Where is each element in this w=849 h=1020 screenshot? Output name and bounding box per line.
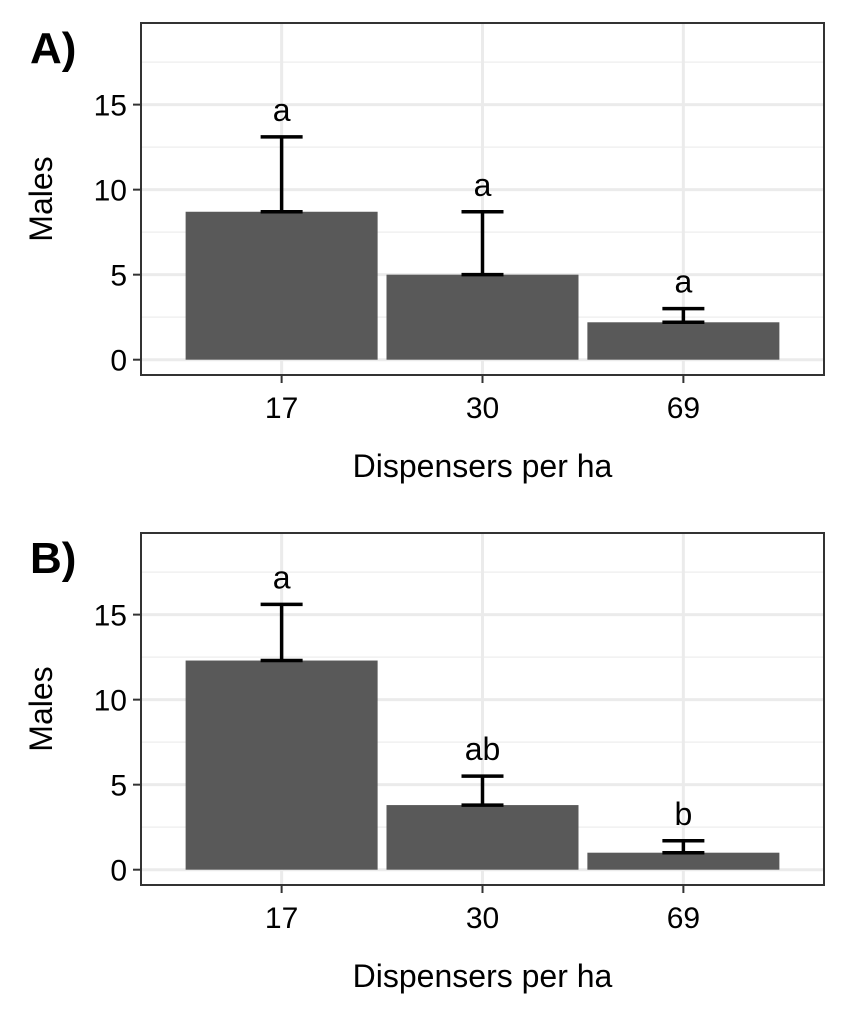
x-tick-label: 17: [265, 902, 298, 935]
bar: [386, 274, 579, 360]
x-tick-label: 69: [667, 902, 700, 935]
bar: [185, 660, 378, 870]
y-tick-label: 15: [94, 600, 127, 633]
significance-letter: b: [674, 796, 692, 832]
error-bar: [461, 774, 504, 807]
y-tick-label: 10: [94, 175, 127, 208]
significance-letter: a: [674, 264, 692, 300]
x-axis-title: Dispensers per ha: [353, 448, 613, 484]
panel-b: a ab b 0 5 10 15 17 30 69 Dispensers per ha Males B): [23, 532, 825, 994]
y-axis-title: Males: [23, 666, 59, 751]
y-tick-label: 15: [94, 90, 127, 123]
y-tick-label: 5: [110, 260, 127, 293]
x-tick-label: 17: [265, 392, 298, 425]
x-tick-label: 69: [667, 392, 700, 425]
error-bar: [662, 839, 705, 855]
y-tick-label: 10: [94, 685, 127, 718]
x-tick-label: 30: [466, 392, 499, 425]
panel-a: a a a 0 5 10 15 17 30 69 Dispensers per ha Males A): [23, 22, 825, 484]
x-tick-label: 30: [466, 902, 499, 935]
error-bar: [260, 135, 303, 214]
x-axis-title: Dispensers per ha: [353, 958, 613, 994]
error-bar: [260, 602, 303, 663]
y-tick-label: 0: [110, 345, 127, 378]
y-tick-label: 5: [110, 770, 127, 803]
error-bar: [461, 210, 504, 277]
panel-label: B): [30, 534, 76, 583]
error-bar: [662, 306, 705, 325]
panel-label: A): [30, 24, 76, 73]
bar: [185, 211, 378, 360]
bar: [587, 852, 780, 870]
y-axis-title: Males: [23, 156, 59, 241]
y-tick-label: 0: [110, 855, 127, 888]
significance-letter: a: [474, 167, 492, 203]
significance-letter: a: [273, 92, 291, 128]
significance-letter: ab: [465, 731, 501, 767]
bar: [386, 805, 579, 870]
bar: [587, 322, 780, 360]
significance-letter: a: [273, 559, 291, 595]
